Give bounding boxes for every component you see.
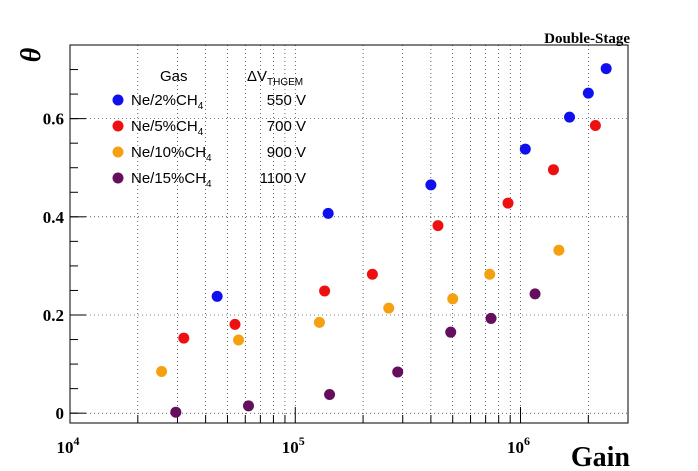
y-axis-title: θ <box>16 47 47 62</box>
legend-label: Ne/15%CH4 <box>131 170 212 190</box>
plot-frame <box>69 44 629 424</box>
data-point <box>502 197 514 209</box>
data-point <box>600 63 612 75</box>
x-tick-label: 105 <box>282 434 305 457</box>
data-point <box>178 332 190 344</box>
y-tick-label: 0.2 <box>43 306 64 325</box>
legend-rows: Ne/2%CH4 550 V Ne/5%CH4 700 V Ne/10%CH4 900 V… <box>112 92 306 190</box>
data-point <box>484 268 496 280</box>
data-points <box>156 63 612 418</box>
legend-label: Ne/2%CH4 <box>131 92 204 112</box>
data-point <box>324 389 336 401</box>
data-point <box>432 220 444 232</box>
data-point <box>313 316 325 328</box>
data-point <box>485 312 497 324</box>
data-point <box>547 164 559 176</box>
data-point <box>445 326 457 338</box>
x-tick-label: 104 <box>57 434 80 457</box>
data-point <box>589 120 601 132</box>
legend-dv-value: 700 V <box>267 118 306 135</box>
legend-header-gas: Gas <box>160 68 188 85</box>
legend-dv-value: 550 V <box>267 92 306 109</box>
data-point <box>211 290 223 302</box>
data-point <box>322 207 334 219</box>
data-point <box>233 334 245 346</box>
data-point <box>366 268 378 280</box>
legend-dv-value: 1100 V <box>260 170 306 187</box>
data-point <box>319 285 331 297</box>
legend-marker <box>112 146 124 158</box>
data-point <box>425 179 437 191</box>
data-point <box>529 288 541 300</box>
data-point <box>156 365 168 377</box>
legend-header-dv: ΔVTHGEM <box>247 68 303 88</box>
data-point <box>242 400 254 412</box>
data-point <box>392 366 404 378</box>
data-point <box>229 318 241 330</box>
data-point <box>383 302 395 314</box>
data-point <box>519 143 531 155</box>
data-point <box>564 111 576 123</box>
y-tick-label: 0.4 <box>43 208 65 227</box>
legend: Gas ΔVTHGEM Ne/2%CH4 550 VNe/5%CH4 700 VNe… <box>112 68 306 190</box>
y-tick-label: 0 <box>56 404 65 423</box>
legend-label: Ne/5%CH4 <box>131 118 204 138</box>
legend-marker <box>112 94 124 106</box>
legend-dv-value: 900 V <box>267 144 306 161</box>
data-point <box>447 293 459 305</box>
data-point <box>553 244 565 256</box>
legend-marker <box>112 120 124 132</box>
x-tick-labels: 104 105 106 <box>57 434 531 457</box>
legend-marker <box>112 172 124 184</box>
x-tick-label: 106 <box>507 434 530 457</box>
grid <box>69 45 629 423</box>
data-point <box>170 406 182 418</box>
plot-title: Double-Stage <box>544 31 630 47</box>
legend-label: Ne/10%CH4 <box>131 144 212 164</box>
x-axis-title: Gain <box>571 442 631 471</box>
y-tick-labels: 0 0.2 0.4 0.6 <box>43 110 65 424</box>
data-point <box>582 87 594 99</box>
y-tick-label: 0.6 <box>43 110 64 129</box>
